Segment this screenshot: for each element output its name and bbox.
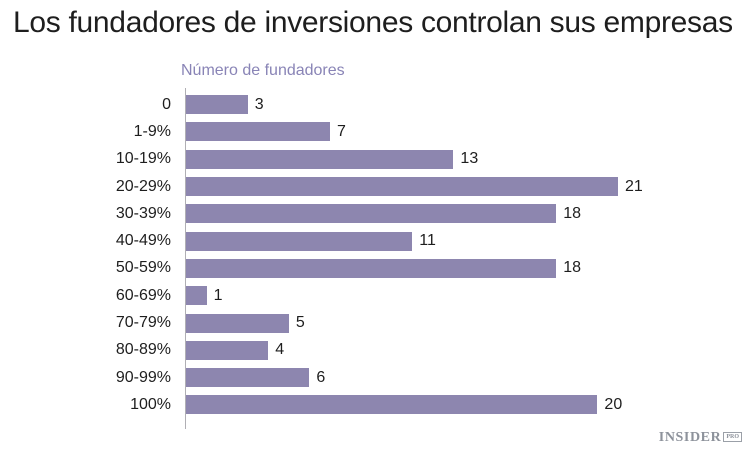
value-label: 21 — [625, 177, 643, 195]
value-label: 3 — [254, 95, 264, 113]
category-label: 100% — [130, 395, 171, 413]
y-axis-line — [185, 88, 186, 429]
category-label: 40-49% — [115, 232, 171, 250]
bar-row: 90-99% 6 — [0, 364, 750, 391]
bar — [186, 231, 413, 251]
bar — [186, 313, 289, 333]
bar-row: 20-29% 21 — [0, 173, 750, 200]
category-label: 90-99% — [115, 368, 171, 386]
value-label: 4 — [275, 341, 285, 359]
bar — [186, 395, 598, 415]
category-label: 30-39% — [115, 204, 171, 222]
value-label: 18 — [563, 204, 582, 222]
bar-row: 10-19% 13 — [0, 146, 750, 173]
value-label: 11 — [419, 232, 436, 250]
bar — [186, 122, 330, 142]
bar — [186, 286, 207, 306]
category-label: 70-79% — [115, 314, 171, 332]
bar-row: 70-79% 5 — [0, 309, 750, 336]
category-label: 80-89% — [115, 341, 171, 359]
bar-row: 60-69% 1 — [0, 282, 750, 309]
category-label: 20-29% — [115, 177, 171, 195]
insider-pro-logo: INSIDER PRO — [659, 431, 742, 445]
bar-rows: 0 3 1-9% 7 10-19% 13 20-29% 21 30-39% 18 40-49% 11 5… — [0, 88, 750, 419]
value-label: 18 — [563, 259, 582, 277]
bar-row: 100% 20 — [0, 391, 750, 418]
bar — [186, 149, 454, 169]
category-label: 50-59% — [115, 259, 171, 277]
bar-row: 80-89% 4 — [0, 337, 750, 364]
bar — [186, 95, 248, 115]
value-label: 7 — [337, 122, 346, 140]
category-label: 10-19% — [115, 150, 171, 168]
bar-chart: 0 3 1-9% 7 10-19% 13 20-29% 21 30-39% 18 40-49% 11 5… — [0, 88, 750, 429]
bar — [186, 340, 269, 360]
value-label: 1 — [213, 286, 223, 304]
value-label: 5 — [295, 314, 305, 332]
category-label: 60-69% — [115, 286, 171, 304]
value-label: 13 — [460, 150, 479, 168]
bar-row: 40-49% 11 — [0, 227, 750, 254]
value-label: 20 — [604, 395, 623, 413]
bar — [186, 177, 618, 197]
bar-row: 1-9% 7 — [0, 118, 750, 145]
logo-pro-badge: PRO — [723, 432, 742, 442]
chart-title: Los fundadores de inversiones controlan … — [13, 6, 733, 39]
bar — [186, 368, 310, 388]
bar-row: 30-39% 18 — [0, 200, 750, 227]
value-label: 6 — [316, 368, 326, 386]
bar — [186, 204, 557, 224]
category-label: 0 — [162, 95, 171, 113]
category-label: 1-9% — [133, 122, 171, 140]
bar — [186, 258, 557, 278]
bar-row: 50-59% 18 — [0, 255, 750, 282]
chart-subtitle: Número de fundadores — [181, 62, 345, 79]
logo-text: INSIDER — [658, 430, 722, 445]
